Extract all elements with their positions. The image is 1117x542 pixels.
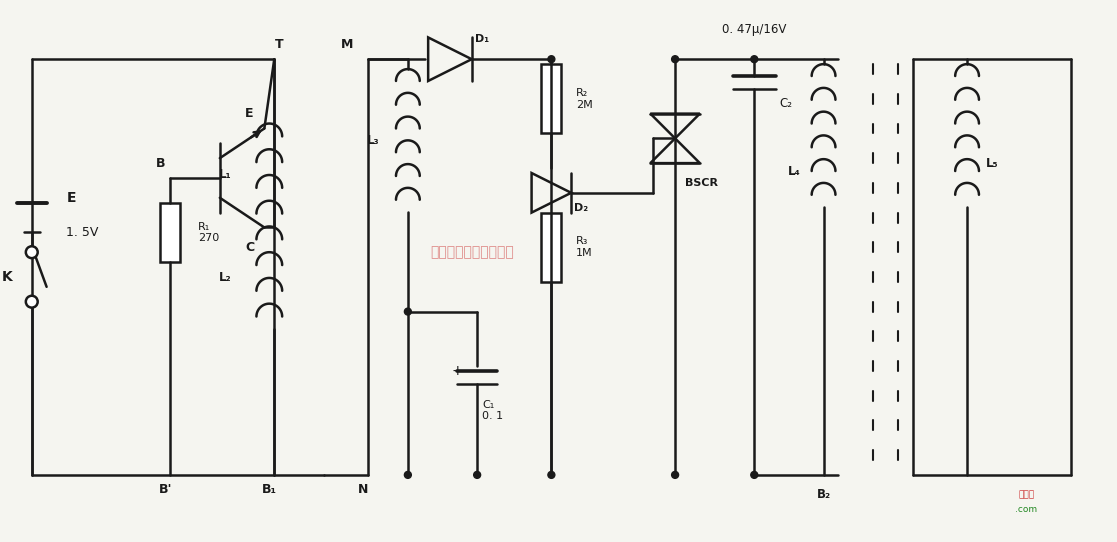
Circle shape bbox=[404, 472, 411, 479]
Circle shape bbox=[751, 472, 757, 479]
Text: D₁: D₁ bbox=[475, 34, 489, 44]
Text: R₃
1M: R₃ 1M bbox=[576, 236, 593, 258]
Circle shape bbox=[474, 472, 480, 479]
Text: E: E bbox=[66, 191, 76, 205]
Text: R₁
270: R₁ 270 bbox=[198, 222, 219, 243]
Text: C₂: C₂ bbox=[779, 97, 792, 110]
Text: T: T bbox=[275, 38, 284, 51]
Text: 1. 5V: 1. 5V bbox=[66, 226, 98, 239]
Text: R₂
2M: R₂ 2M bbox=[576, 88, 593, 109]
Text: C₁
0. 1: C₁ 0. 1 bbox=[483, 400, 504, 421]
Text: B': B' bbox=[159, 483, 172, 496]
Text: B: B bbox=[156, 157, 165, 170]
Circle shape bbox=[548, 472, 555, 479]
Text: +: + bbox=[451, 364, 464, 378]
Text: B₂: B₂ bbox=[817, 488, 831, 501]
Text: L₃: L₃ bbox=[366, 134, 380, 147]
Text: L₂: L₂ bbox=[219, 272, 231, 285]
Text: .com: .com bbox=[1015, 505, 1038, 514]
Text: L₅: L₅ bbox=[985, 157, 999, 170]
Bar bbox=[542, 212, 561, 282]
Circle shape bbox=[751, 56, 757, 63]
Text: L₄: L₄ bbox=[787, 165, 800, 178]
Text: 杭州将睿科技有限公司: 杭州将睿科技有限公司 bbox=[430, 245, 514, 259]
Text: BSCR: BSCR bbox=[685, 178, 718, 188]
Text: N: N bbox=[359, 483, 369, 496]
Text: D₂: D₂ bbox=[574, 203, 589, 212]
Bar bbox=[161, 203, 180, 262]
Circle shape bbox=[404, 308, 411, 315]
Text: E: E bbox=[246, 107, 254, 120]
Text: L₁: L₁ bbox=[219, 169, 231, 182]
Text: M: M bbox=[341, 38, 353, 51]
Circle shape bbox=[671, 56, 678, 63]
Bar bbox=[542, 64, 561, 133]
Circle shape bbox=[26, 246, 38, 258]
Text: 接线图: 接线图 bbox=[1019, 490, 1034, 499]
Text: 0. 47μ/16V: 0. 47μ/16V bbox=[722, 23, 786, 36]
Circle shape bbox=[548, 56, 555, 63]
Circle shape bbox=[671, 472, 678, 479]
Text: B₁: B₁ bbox=[261, 483, 277, 496]
Text: K: K bbox=[1, 270, 12, 284]
Text: C: C bbox=[245, 241, 254, 254]
Circle shape bbox=[26, 296, 38, 308]
